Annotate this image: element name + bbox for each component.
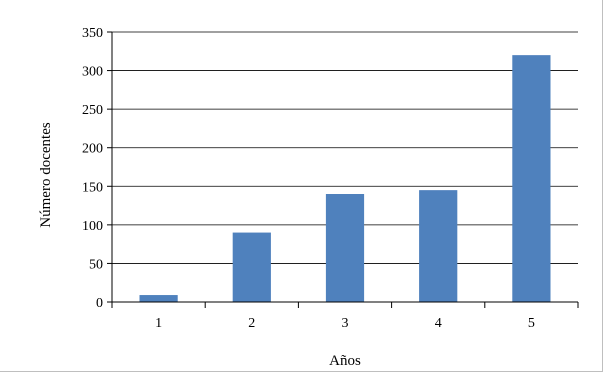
bar [512,55,550,302]
y-tick-label: 0 [96,296,103,311]
bar [233,233,271,302]
bar [326,194,364,302]
x-tick-label: 4 [435,316,442,331]
y-tick-label: 150 [82,180,103,195]
x-tick-label: 2 [248,316,255,331]
x-tick-label: 3 [342,316,349,331]
x-axis-title: Años [329,353,361,369]
x-tick-labels: 1 2 3 4 5 [155,316,535,331]
y-tick-label: 350 [82,26,103,41]
bar [139,295,177,302]
bars [139,55,550,302]
y-tick-labels: 0 50 100 150 200 250 300 350 [82,26,103,311]
y-tick-label: 250 [82,103,103,118]
x-tick-label: 1 [155,316,162,331]
y-axis-title: Número docentes [38,122,54,228]
y-tick-label: 100 [82,219,103,234]
y-tick-label: 50 [89,257,103,272]
y-tick-label: 200 [82,142,103,157]
x-tick-label: 5 [528,316,535,331]
bar [419,190,457,302]
y-tick-label: 300 [82,65,103,80]
